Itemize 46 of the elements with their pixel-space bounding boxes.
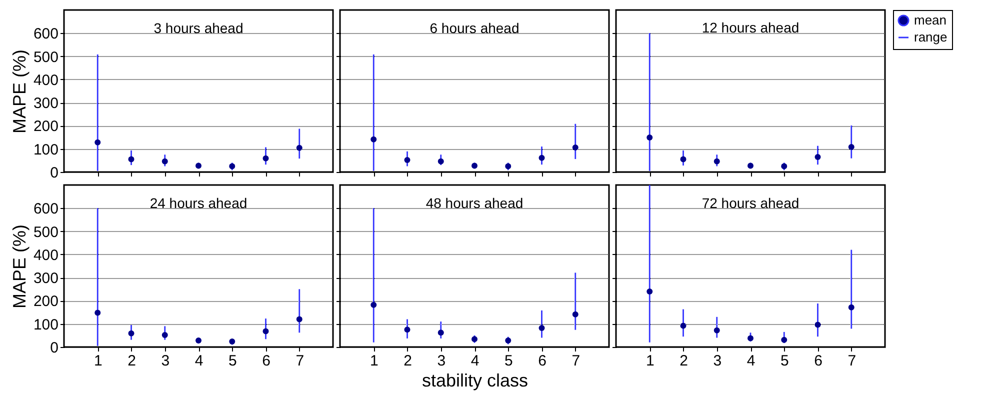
y-tick-label: 500 <box>33 224 58 241</box>
x-tick-label: 2 <box>680 352 688 370</box>
x-tick-label: 3 <box>437 352 446 370</box>
y-tick-label: 600 <box>33 200 58 218</box>
y-tick-label: 600 <box>33 26 58 43</box>
legend-label: mean <box>914 12 947 28</box>
x-tick-label: 4 <box>470 352 480 370</box>
x-tick-label: 5 <box>228 352 237 370</box>
x-tick-label: 1 <box>646 352 654 370</box>
x-tick-label: 4 <box>746 352 756 370</box>
x-tick-label: 5 <box>504 352 513 370</box>
y-tick-label: 100 <box>33 141 58 158</box>
x-tick-label: 6 <box>262 352 270 370</box>
y-tick-label: 400 <box>33 72 58 89</box>
y-tick-label: 200 <box>33 293 58 310</box>
x-tick-label: 4 <box>194 352 204 370</box>
y-tick-label: 0 <box>50 164 58 182</box>
text: 48 hours ahead <box>426 195 524 211</box>
legend-label: range <box>914 30 948 44</box>
x-tick-label: 3 <box>713 352 722 370</box>
y-tick-label: 500 <box>33 48 58 66</box>
y-tick-label: 400 <box>33 246 58 264</box>
y-tick-label: 200 <box>33 118 58 136</box>
x-tick-label: 6 <box>538 352 546 370</box>
x-tick-label: 7 <box>296 352 304 370</box>
text: 6 hours ahead <box>430 20 520 36</box>
x-tick-label: 2 <box>128 352 136 370</box>
y-tick-label: 300 <box>33 270 58 288</box>
x-tick-label: 2 <box>404 352 412 370</box>
x-tick-label: 7 <box>848 352 856 370</box>
text: 24 hours ahead <box>150 195 248 211</box>
x-tick-label: 1 <box>94 352 102 370</box>
x-tick-label: 7 <box>572 352 580 370</box>
x-tick-label: 3 <box>161 352 170 370</box>
y-axis-title: MAPE (%) <box>9 49 30 134</box>
y-tick-label: 0 <box>50 340 58 356</box>
y-axis-title: MAPE (%) <box>9 224 30 309</box>
text: 12 hours ahead <box>702 20 800 36</box>
x-axis-title: stability class <box>422 370 528 390</box>
y-tick-label: 300 <box>33 95 58 112</box>
y-tick-label: 100 <box>33 316 58 334</box>
text: 72 hours ahead <box>702 195 800 211</box>
x-tick-label: 1 <box>370 352 378 370</box>
x-tick-label: 6 <box>814 352 822 370</box>
text: 3 hours ahead <box>154 20 244 36</box>
x-tick-label: 5 <box>780 352 789 370</box>
